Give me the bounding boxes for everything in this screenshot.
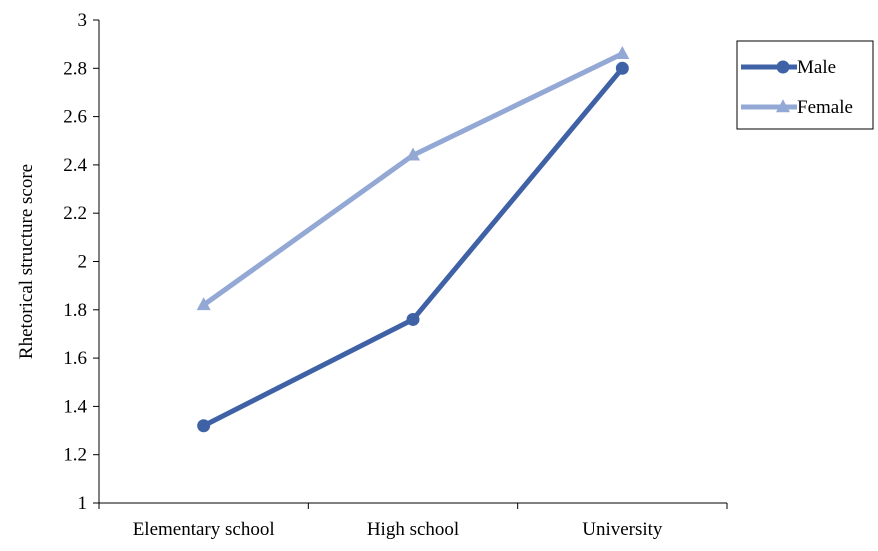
series-line-male <box>202 66 625 428</box>
y-tick-label: 2.4 <box>63 155 87 176</box>
series-layer <box>196 46 630 433</box>
legend-marker <box>776 60 790 74</box>
y-tick-label: 1.2 <box>63 445 87 466</box>
legend-marker <box>776 99 790 113</box>
legend: Male Female <box>736 40 874 130</box>
y-axis-title: Rhetorical structure score <box>16 164 37 359</box>
series-male <box>197 61 629 433</box>
data-point-female <box>196 297 211 311</box>
y-tick-label: 2.6 <box>63 107 87 128</box>
y-axis-ticks: 1 1.2 1.4 1.6 1.8 2 2.2 2.4 2.6 2.8 3 <box>63 10 99 514</box>
y-tick-label: 2.2 <box>63 203 87 224</box>
y-tick-label: 1.8 <box>63 300 87 321</box>
x-axis-ticks: Elementary school High school University <box>98 503 728 540</box>
x-tick-label: University <box>582 519 663 540</box>
legend-label: Male <box>797 57 836 78</box>
data-point-female <box>406 147 420 161</box>
legend-box <box>736 40 874 130</box>
data-point-male <box>615 61 629 75</box>
legend-item-female: Female <box>741 97 853 118</box>
y-tick-label: 1 <box>78 493 88 514</box>
data-point-male <box>406 312 420 326</box>
series-female <box>196 46 630 311</box>
data-point-female <box>615 46 630 60</box>
y-tick-label: 3 <box>78 10 88 31</box>
x-tick-label: Elementary school <box>133 519 275 540</box>
data-point-male <box>197 419 211 433</box>
legend-item-male: Male <box>741 57 836 78</box>
legend-label: Female <box>797 97 853 118</box>
x-tick-label: High school <box>367 519 459 540</box>
y-tick-label: 1.6 <box>63 348 87 369</box>
series-line-female <box>202 51 624 308</box>
y-tick-label: 2.8 <box>63 58 87 79</box>
y-tick-label: 2 <box>78 252 88 273</box>
y-tick-label: 1.4 <box>63 396 87 417</box>
